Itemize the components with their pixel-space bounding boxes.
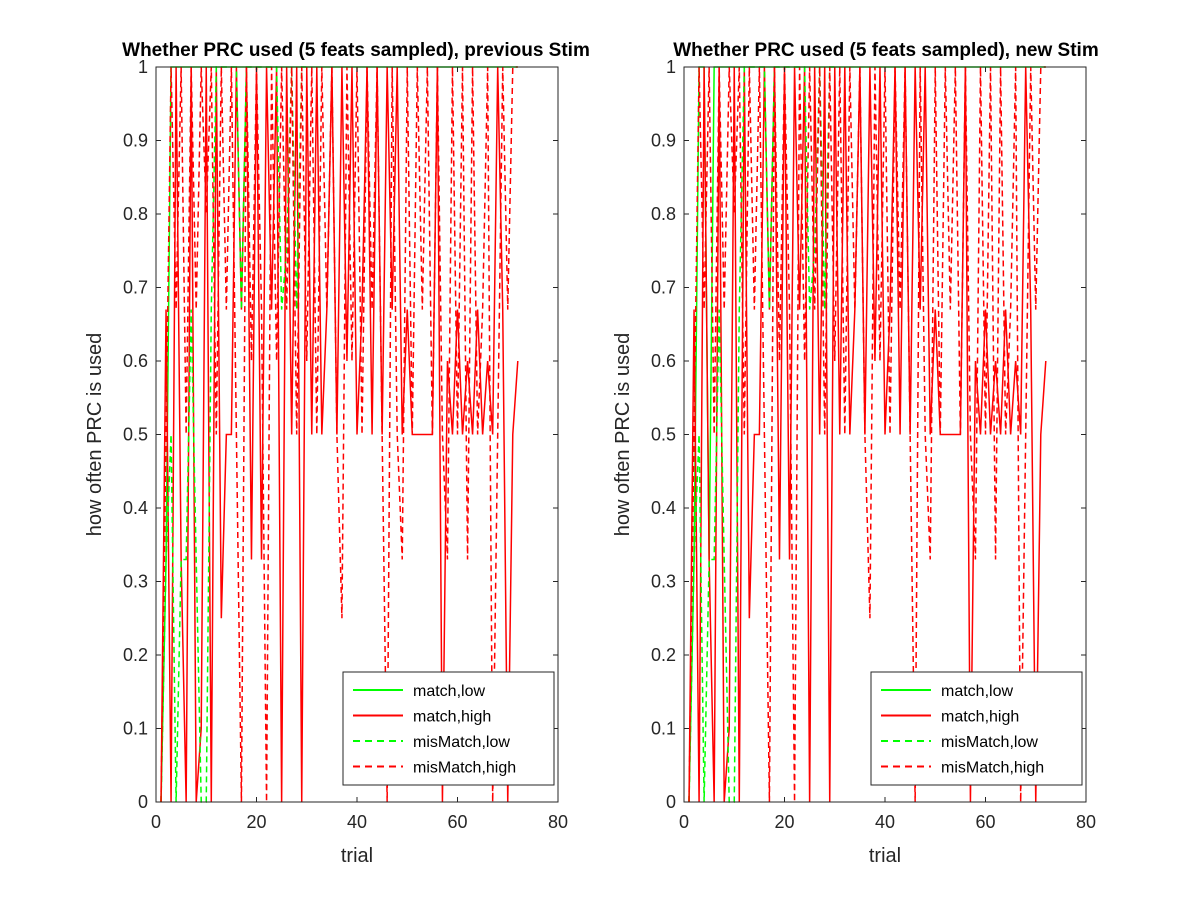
plot-title: Whether PRC used (5 feats sampled), new … [673, 40, 1098, 61]
y-tick-label: 0.9 [123, 131, 148, 151]
x-tick-label: 0 [679, 812, 689, 832]
y-axis-label: how often PRC is used [612, 333, 634, 536]
subplot-previous-stim: 0 20 40 60 80 0 0.1 0.2 0.3 0.4 0.5 0.6 0.7 0.8 0.9 1 W… [84, 40, 590, 867]
y-tick-label: 0.4 [651, 498, 676, 518]
x-axis-label: trial [869, 845, 901, 867]
series-line-match-high [688, 66, 1047, 803]
legend-entry-mismatch-high: misMatch,high [353, 760, 516, 777]
y-tick-label: 0.7 [123, 278, 148, 298]
legend: match,low match,high misMatch,low misMat… [870, 671, 1083, 786]
y-tick-label: 0.3 [123, 572, 148, 592]
y-tick-label: 0.8 [123, 204, 148, 224]
y-tick-label: 0.1 [651, 719, 676, 739]
legend-label: misMatch,high [413, 760, 516, 777]
legend-label: match,low [941, 683, 1013, 700]
y-tick-label: 0 [138, 792, 148, 812]
legend: match,low match,high misMatch,low misMat… [342, 671, 555, 786]
x-tick-label: 40 [875, 812, 895, 832]
ticks-layer: 0 20 40 60 80 0 0.1 0.2 0.3 0.4 0.5 0.6 0.7 0.8 0.9 1 [651, 57, 1096, 832]
y-tick-label: 0.8 [651, 204, 676, 224]
legend-entry-match-high: match,high [353, 709, 491, 726]
subplot-new-stim: 0 20 40 60 80 0 0.1 0.2 0.3 0.4 0.5 0.6 0.7 0.8 0.9 1 W… [612, 40, 1099, 867]
legend-entry-match-low: match,low [353, 683, 485, 700]
y-tick-label: 0.6 [651, 351, 676, 371]
y-tick-label: 0.6 [123, 351, 148, 371]
y-tick-label: 1 [138, 57, 148, 77]
series-line-match-high [160, 66, 519, 803]
y-tick-label: 0.2 [123, 645, 148, 665]
x-tick-label: 60 [975, 812, 995, 832]
x-tick-label: 0 [151, 812, 161, 832]
series-line-mismatch-high [688, 66, 1046, 803]
legend-entry-mismatch-low: misMatch,low [353, 734, 510, 751]
y-tick-label: 0.2 [651, 645, 676, 665]
legend-label: misMatch,low [413, 734, 510, 751]
x-tick-label: 80 [1076, 812, 1096, 832]
legend-label: misMatch,high [941, 760, 1044, 777]
y-tick-label: 0.5 [651, 425, 676, 445]
x-axis-label: trial [341, 845, 373, 867]
y-tick-label: 0 [666, 792, 676, 812]
legend-label: match,high [941, 709, 1019, 726]
y-axis-label: how often PRC is used [84, 333, 106, 536]
y-tick-label: 0.9 [651, 131, 676, 151]
y-tick-label: 1 [666, 57, 676, 77]
ticks-layer: 0 20 40 60 80 0 0.1 0.2 0.3 0.4 0.5 0.6 0.7 0.8 0.9 1 [123, 57, 568, 832]
legend-entry-match-high: match,high [881, 709, 1019, 726]
legend-entry-mismatch-high: misMatch,high [881, 760, 1044, 777]
legend-label: match,low [413, 683, 485, 700]
legend-entry-mismatch-low: misMatch,low [881, 734, 1038, 751]
y-tick-label: 0.1 [123, 719, 148, 739]
legend-entry-match-low: match,low [881, 683, 1013, 700]
y-tick-label: 0.7 [651, 278, 676, 298]
x-tick-label: 80 [548, 812, 568, 832]
x-tick-label: 20 [246, 812, 266, 832]
legend-label: misMatch,low [941, 734, 1038, 751]
x-tick-label: 60 [447, 812, 467, 832]
x-tick-label: 40 [347, 812, 367, 832]
y-tick-label: 0.5 [123, 425, 148, 445]
x-tick-label: 20 [774, 812, 794, 832]
y-tick-label: 0.4 [123, 498, 148, 518]
legend-label: match,high [413, 709, 491, 726]
series-line-mismatch-high [160, 66, 518, 803]
plot-title: Whether PRC used (5 feats sampled), prev… [122, 40, 590, 61]
y-tick-label: 0.3 [651, 572, 676, 592]
